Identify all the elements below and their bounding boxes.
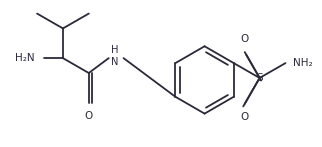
- Text: H
N: H N: [111, 45, 118, 67]
- Text: O: O: [85, 111, 93, 121]
- Text: O: O: [241, 34, 249, 44]
- Text: H₂N: H₂N: [14, 53, 34, 63]
- Text: O: O: [241, 112, 249, 122]
- Text: S: S: [256, 73, 263, 83]
- Text: NH₂: NH₂: [293, 58, 313, 68]
